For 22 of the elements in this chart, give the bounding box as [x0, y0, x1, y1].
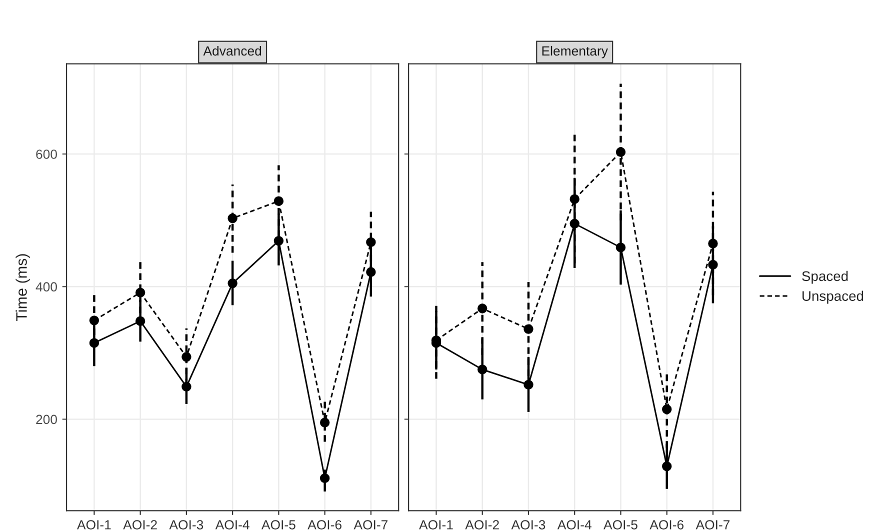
- y-tick-label: 400: [36, 282, 57, 292]
- x-tick-label: AOI-2: [123, 520, 157, 530]
- x-tick-label: AOI-5: [604, 520, 638, 530]
- x-tick-label: AOI-7: [696, 520, 730, 530]
- legend-label: Unspaced: [802, 290, 864, 304]
- y-axis-title: Time (ms): [16, 254, 30, 322]
- y-tick-label: 600: [36, 150, 57, 159]
- x-tick-label: AOI-7: [354, 520, 388, 530]
- x-tick-label: AOI-6: [308, 520, 342, 530]
- chart-title: Advanced: [203, 46, 262, 56]
- legend-label: Spaced: [802, 270, 848, 284]
- y-tick-label: 200: [36, 414, 57, 424]
- x-tick-label: AOI-4: [557, 520, 592, 530]
- x-tick-label: AOI-4: [215, 520, 250, 530]
- x-tick-label: AOI-3: [169, 520, 204, 530]
- x-tick-label: AOI-5: [261, 520, 296, 530]
- chart-title: Elementary: [542, 46, 608, 58]
- x-tick-label: AOI-1: [76, 520, 111, 530]
- x-tick-label: AOI-3: [511, 520, 546, 530]
- x-tick-label: AOI-6: [650, 520, 684, 530]
- x-tick-label: AOI-1: [419, 520, 453, 530]
- x-tick-label: AOI-2: [465, 520, 499, 530]
